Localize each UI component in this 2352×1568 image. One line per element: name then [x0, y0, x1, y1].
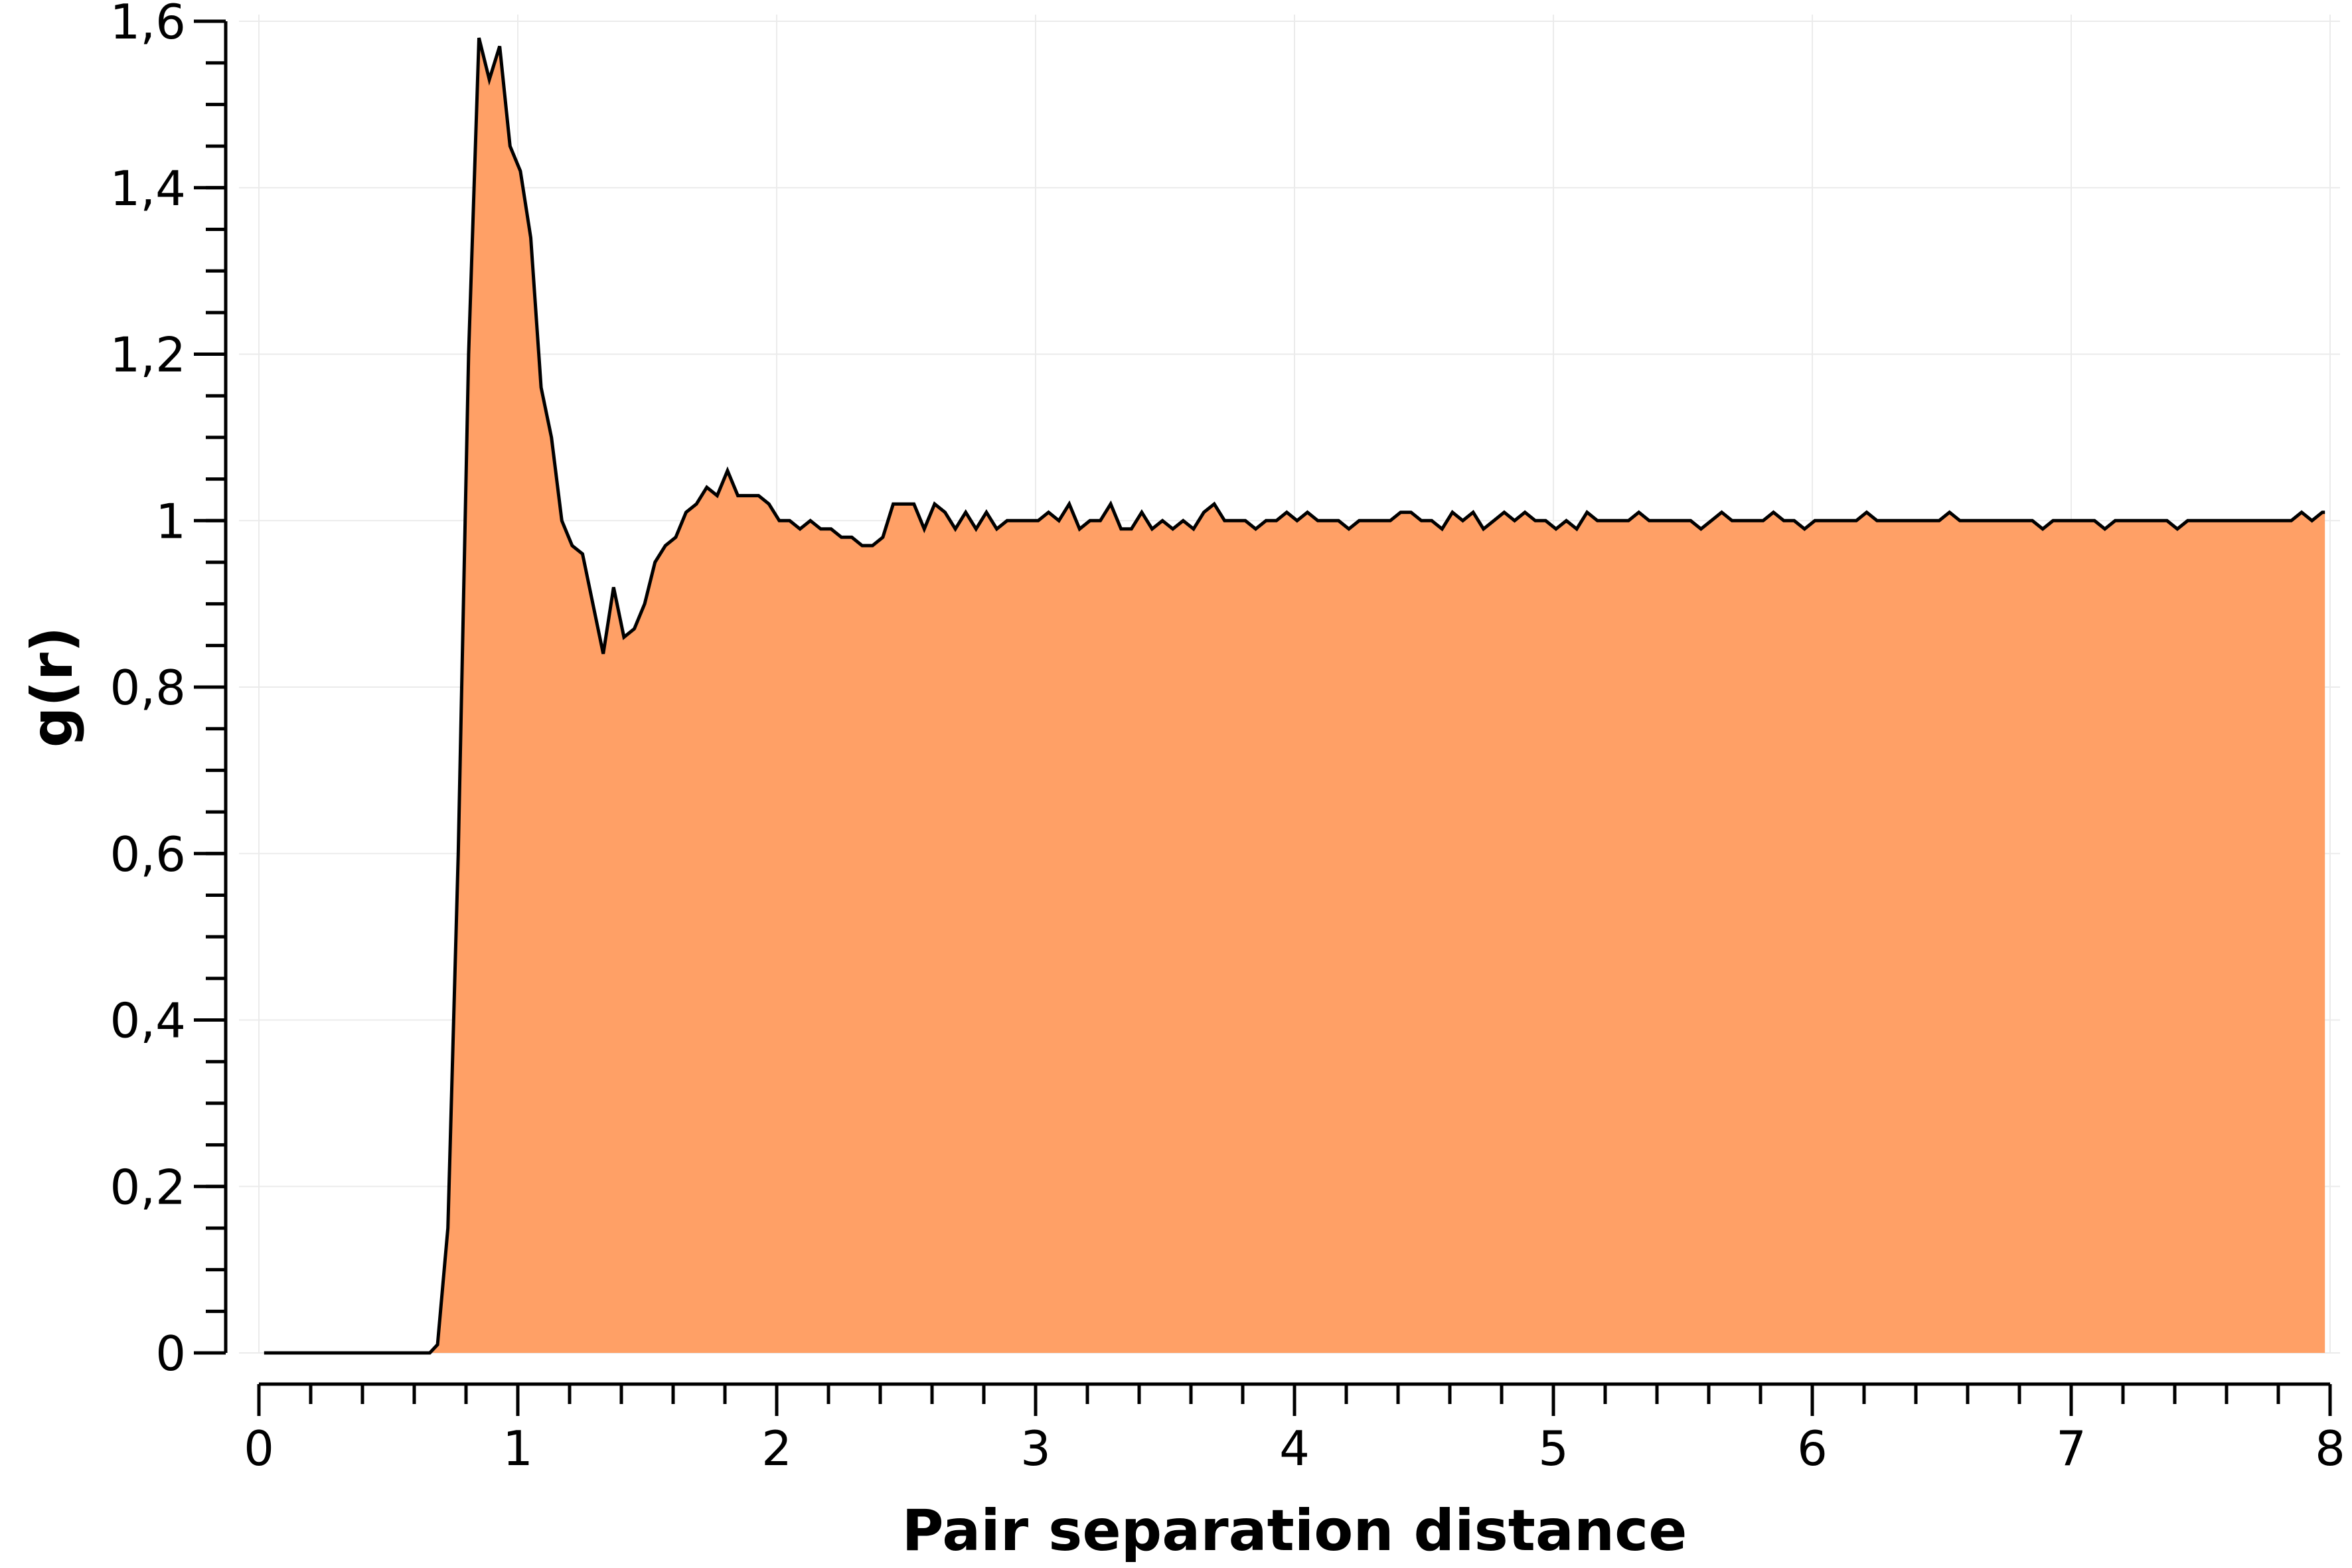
x-tick-label: 3	[1020, 1421, 1051, 1476]
x-tick-label: 4	[1279, 1421, 1310, 1476]
x-tick-label: 0	[244, 1421, 274, 1476]
x-tick-label: 6	[1797, 1421, 1828, 1476]
x-axis-title: Pair separation distance	[902, 1498, 1687, 1564]
x-tick-label: 2	[761, 1421, 792, 1476]
x-tick-label: 8	[2315, 1421, 2345, 1476]
y-tick-label: 1	[155, 493, 186, 549]
y-tick-label: 0,2	[110, 1159, 186, 1215]
y-tick-label: 0,4	[110, 993, 186, 1049]
y-tick-label: 0	[155, 1326, 186, 1381]
x-tick-label: 7	[2056, 1421, 2086, 1476]
y-tick-label: 0,8	[110, 660, 186, 716]
rdf-area-fill	[264, 38, 2325, 1354]
y-tick-label: 0,6	[110, 826, 186, 882]
y-tick-label: 1,6	[110, 0, 186, 50]
rdf-line	[264, 37, 2325, 1355]
y-tick-label: 1,4	[110, 161, 186, 216]
x-axis: 0 1 2 3 4 5 6 7 8	[244, 1382, 2345, 1476]
y-tick-label: 1,2	[110, 327, 186, 383]
x-tick-label: 1	[503, 1421, 533, 1476]
x-tick-label: 5	[1538, 1421, 1569, 1476]
y-axis-title: g(r)	[19, 627, 86, 748]
y-axis: 0 0,2 0,4 0,6 0,8 1 1,2 1,4 1,6	[110, 0, 228, 1381]
